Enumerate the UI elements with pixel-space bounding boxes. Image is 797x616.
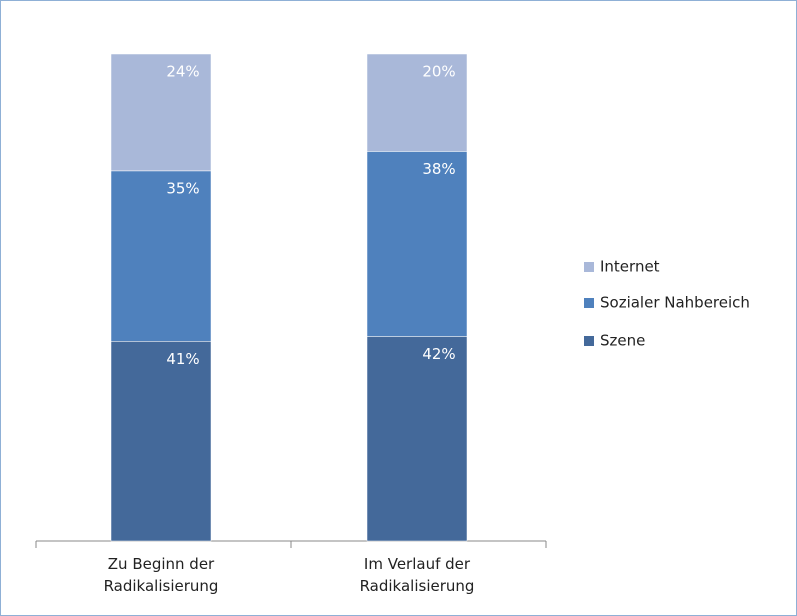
x-tick-label: Zu Beginn der Radikalisierung xyxy=(103,555,219,595)
bar-segment xyxy=(110,341,212,542)
legend-label: Sozialer Nahbereich xyxy=(600,294,750,312)
value-label: 41% xyxy=(166,350,199,368)
value-label: 42% xyxy=(422,345,455,363)
bar-segment xyxy=(366,53,468,152)
bar-segment xyxy=(110,170,212,342)
value-label: 35% xyxy=(166,179,199,197)
bar-segment xyxy=(366,151,468,337)
bar-segment xyxy=(110,53,212,172)
value-label: 24% xyxy=(166,63,199,81)
legend-swatch xyxy=(584,298,594,308)
bar-segment xyxy=(366,336,468,542)
legend-swatch xyxy=(584,262,594,272)
legend-swatch xyxy=(584,336,594,346)
value-label: 20% xyxy=(422,63,455,81)
value-label: 38% xyxy=(422,160,455,178)
x-tick-label: Im Verlauf der Radikalisierung xyxy=(359,555,475,595)
legend-label: Internet xyxy=(600,258,660,276)
legend-label: Szene xyxy=(600,332,645,350)
